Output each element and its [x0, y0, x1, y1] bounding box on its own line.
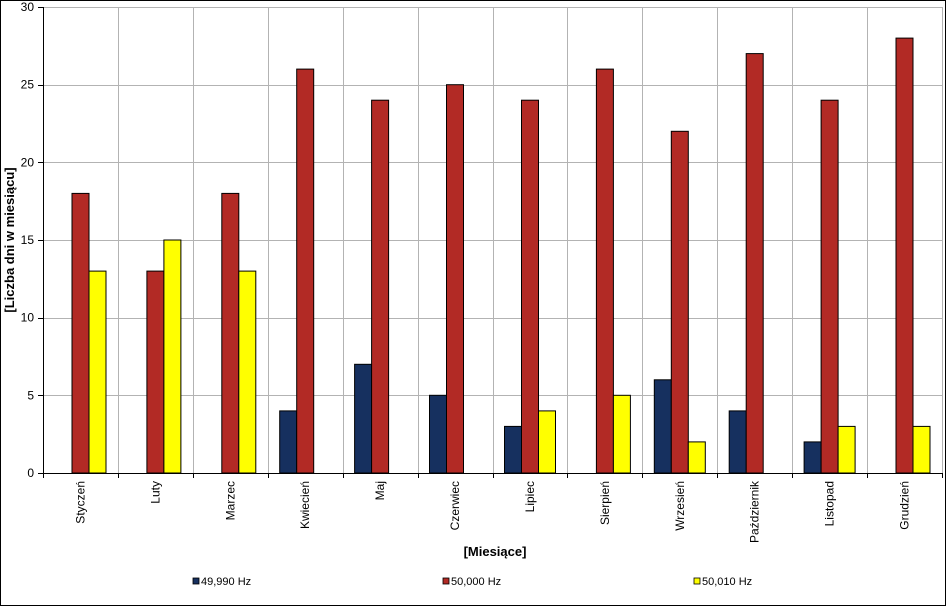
- legend: 49,990 Hz 50,000 Hz 50,010 Hz: [192, 576, 752, 588]
- y-axis-title: [Liczba dni w miesiącu]: [2, 167, 17, 312]
- bar: [521, 99, 539, 474]
- bar: [538, 410, 556, 474]
- bar: [238, 270, 257, 474]
- bar: [371, 99, 390, 474]
- y-tick-label: 0: [27, 466, 34, 480]
- bar: [595, 68, 614, 474]
- bar: [837, 425, 856, 474]
- x-tick-label: Kwiecień: [298, 481, 312, 529]
- bar: [687, 441, 706, 474]
- bar: [670, 130, 689, 474]
- x-tick-label: Listopad: [823, 481, 837, 526]
- grid: [43, 7, 943, 474]
- bar: [296, 68, 315, 474]
- x-tick-label: Luty: [148, 481, 162, 504]
- bar: [71, 192, 90, 474]
- legend-swatch: [192, 577, 200, 585]
- bar: [728, 410, 747, 474]
- bar: [429, 394, 447, 474]
- bar: [612, 394, 631, 474]
- bar: [653, 379, 672, 474]
- tick-labels: 0 5 10 15 20 25 30 Styczeń Luty Marzec Kwiecień Maj…: [21, 0, 912, 543]
- bar: [803, 441, 822, 474]
- bar: [895, 37, 914, 474]
- y-tick-label: 20: [21, 155, 35, 169]
- x-tick-label: Październik: [748, 480, 762, 543]
- legend-swatch: [693, 577, 701, 585]
- bar: [912, 425, 931, 474]
- y-tick-label: 30: [21, 0, 35, 14]
- x-tick-label: Styczeń: [74, 481, 88, 524]
- x-tick-label: Czerwiec: [448, 481, 462, 530]
- bar: [221, 192, 240, 474]
- x-tick-label: Wrzesień: [673, 481, 687, 531]
- legend-swatch: [442, 577, 450, 585]
- bar: [163, 239, 182, 474]
- y-tick-label: 10: [21, 311, 35, 325]
- legend-label: 49,990 Hz: [201, 576, 251, 588]
- legend-label: 50,010 Hz: [702, 576, 752, 588]
- bar: [446, 84, 464, 474]
- x-tick-label: Marzec: [223, 481, 237, 520]
- bar: [279, 410, 298, 474]
- bar: [88, 270, 107, 474]
- bar: [354, 363, 373, 474]
- x-tick-label: Lipiec: [523, 481, 537, 512]
- x-tick-label: Sierpień: [598, 481, 612, 525]
- bar: [745, 53, 764, 474]
- y-tick-label: 15: [21, 233, 35, 247]
- bars: [71, 37, 931, 474]
- y-tick-label: 5: [27, 388, 34, 402]
- bar: [504, 425, 522, 474]
- bar: [820, 99, 839, 474]
- x-tick-label: Maj: [373, 481, 387, 500]
- x-tick-label: Grudzień: [898, 481, 912, 530]
- axes: [38, 7, 943, 478]
- bar: [146, 270, 165, 474]
- x-axis-title: [Miesiące]: [464, 544, 527, 559]
- legend-label: 50,000 Hz: [451, 576, 501, 588]
- y-tick-label: 25: [21, 78, 35, 92]
